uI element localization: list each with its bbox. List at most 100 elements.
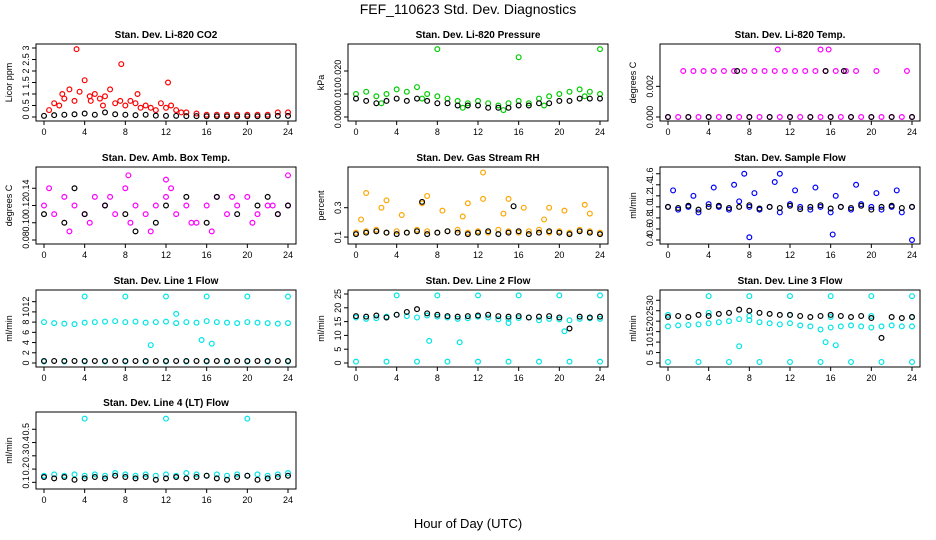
y-tick-label: 5: [645, 350, 655, 355]
reference-point: [868, 113, 875, 120]
data-point: [459, 104, 466, 111]
data-point: [878, 358, 885, 365]
data-point: [797, 322, 804, 329]
reference-point: [383, 229, 390, 236]
panel-8: Stan. Dev. Line 2 Flow 0 4 8 12 16 20 24 0 5 10 15 2…: [316, 276, 609, 383]
data-point: [664, 311, 671, 318]
reference-point: [475, 312, 482, 319]
data-point: [213, 319, 220, 326]
data-point: [46, 185, 53, 192]
data-point: [234, 202, 241, 209]
data-point: [576, 86, 583, 93]
reference-point: [224, 476, 231, 483]
reference-point: [163, 112, 170, 119]
reference-point: [373, 312, 380, 319]
panel-4: Stan. Dev. Amb. Box Temp. 0 4 8 12 16 20 24 0.08…: [4, 153, 297, 260]
reference-point: [756, 309, 763, 316]
y-tick-label: 0.4: [645, 234, 655, 247]
reference-point: [756, 205, 763, 212]
x-tick-label: 8: [435, 250, 440, 260]
data-point: [434, 46, 441, 53]
reference-point: [908, 203, 915, 210]
reference-point: [234, 474, 241, 481]
reference-point: [776, 311, 783, 318]
data-point: [878, 206, 885, 213]
data-point: [142, 471, 149, 478]
reference-point: [766, 310, 773, 317]
data-point: [670, 187, 677, 194]
panel-title: Stan. Dev. Line 2 Flow: [426, 276, 531, 287]
data-point: [456, 339, 463, 346]
data-point: [546, 204, 553, 211]
data-point: [274, 109, 281, 116]
reference-point: [419, 198, 426, 205]
reference-point: [122, 357, 129, 364]
reference-point: [264, 475, 271, 482]
data-point: [112, 470, 119, 477]
y-tick-label: 25: [645, 306, 655, 316]
data-point: [426, 337, 433, 344]
y-tick-label: 0.10: [21, 214, 31, 232]
reference-point: [546, 313, 553, 320]
reference-point: [535, 100, 542, 107]
reference-point: [454, 102, 461, 109]
reference-point: [715, 310, 722, 317]
data-point: [444, 358, 451, 365]
y-tick-label: 0.08: [21, 231, 31, 249]
y-axis-label: ml/min: [4, 315, 14, 342]
reference-point: [203, 472, 210, 479]
data-point: [147, 228, 154, 235]
data-point: [152, 107, 159, 114]
data-point: [152, 202, 159, 209]
y-tick-label: 10: [333, 330, 343, 340]
x-tick-label: 8: [123, 495, 128, 505]
data-point: [363, 88, 370, 95]
y-tick-label: 0.5: [21, 423, 31, 436]
reference-point: [858, 202, 865, 209]
reference-point: [515, 313, 522, 320]
reference-point: [464, 313, 471, 320]
data-point: [731, 181, 738, 188]
reference-point: [213, 357, 220, 364]
y-tick-label: 0: [333, 360, 343, 365]
data-point: [751, 190, 758, 197]
reference-point: [142, 111, 149, 118]
reference-point: [353, 231, 360, 238]
x-tick-label: 8: [747, 250, 752, 260]
data-point: [792, 67, 799, 74]
data-point: [520, 204, 527, 211]
x-tick-label: 12: [161, 127, 171, 137]
reference-point: [675, 312, 682, 319]
x-tick-label: 12: [473, 373, 483, 383]
reference-point: [505, 313, 512, 320]
reference-point: [61, 474, 68, 481]
reference-point: [173, 112, 180, 119]
data-point: [873, 190, 880, 197]
x-tick-label: 20: [554, 250, 564, 260]
data-point: [771, 179, 778, 186]
data-point: [101, 472, 108, 479]
reference-point: [510, 203, 517, 210]
data-point: [858, 323, 865, 330]
data-point: [908, 293, 915, 300]
data-point: [705, 309, 712, 316]
data-point: [163, 193, 170, 200]
reference-point: [101, 202, 108, 209]
reference-point: [424, 310, 431, 317]
reference-point: [393, 95, 400, 102]
data-point: [378, 204, 385, 211]
reference-point: [193, 357, 200, 364]
data-point: [695, 321, 702, 328]
data-point: [515, 292, 522, 299]
reference-point: [353, 313, 360, 320]
data-point: [51, 471, 58, 478]
data-point: [198, 337, 205, 344]
x-tick-label: 24: [283, 373, 293, 383]
data-point: [51, 211, 58, 218]
data-point: [419, 95, 426, 102]
y-tick-label: 15: [645, 327, 655, 337]
reference-point: [363, 229, 370, 236]
reference-point: [868, 315, 875, 322]
data-point: [710, 184, 717, 191]
reference-point: [596, 313, 603, 320]
